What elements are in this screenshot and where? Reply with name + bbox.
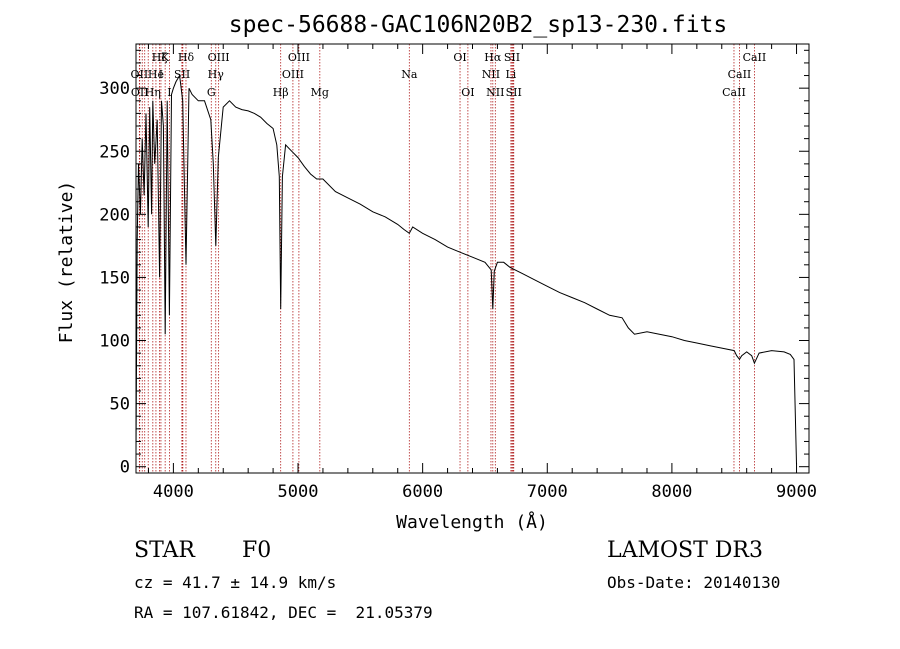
marker-label-27: SII [506, 86, 522, 99]
marker-label-28: CaII [722, 86, 746, 99]
marker-label-16: NII [482, 68, 500, 81]
coordinates: RA = 107.61842, DEC = 21.05379 [134, 603, 433, 622]
marker-label-10: He [148, 68, 164, 81]
x-tick-label: 6000 [402, 482, 443, 502]
x-tick-label: 7000 [527, 482, 568, 502]
marker-label-12: SII [174, 68, 190, 81]
y-tick-label: 100 [99, 332, 130, 352]
marker-label-15: Na [401, 68, 418, 81]
x-axis-label: Wavelength (Å) [396, 511, 548, 533]
observation-date: Obs-Date: 20140130 [607, 573, 781, 592]
x-axis-ticks: 4000 5000 6000 7000 8000 9000 [147, 44, 817, 502]
marker-label-11: I [159, 68, 163, 81]
y-axis-ticks: 0 50 100 150 200 250 300 [99, 49, 809, 478]
x-tick-label: 9000 [776, 482, 817, 502]
marker-label-23: Hβ [273, 86, 289, 99]
x-tick-label: 5000 [278, 482, 319, 502]
marker-label-18: CaII [728, 68, 752, 81]
y-tick-label: 50 [110, 395, 130, 415]
redshift-cz: cz = 41.7 ± 14.9 km/s [134, 573, 337, 592]
y-tick-label: 300 [99, 79, 130, 99]
plot-frame [135, 43, 810, 474]
y-tick-label: 150 [99, 268, 130, 288]
spectrum-line [135, 73, 797, 465]
y-tick-label: 200 [99, 205, 130, 225]
y-axis-label: Flux (relative) [56, 181, 77, 344]
marker-label-25: OI [461, 86, 474, 99]
marker-label-4: OIII [288, 51, 310, 64]
marker-label-26: NII [486, 86, 504, 99]
emission-line-markers [138, 44, 755, 473]
chart-title: spec-56688-GAC106N20B2_sp13-230.fits [229, 12, 728, 38]
marker-label-13: Hγ [208, 68, 225, 81]
y-tick-label: 0 [120, 458, 130, 478]
marker-label-9: OII [131, 68, 149, 81]
marker-label-8: CaII [743, 51, 767, 64]
marker-label-22: G [207, 86, 216, 99]
marker-label-24: Mg [311, 86, 329, 99]
marker-label-2: Hδ [178, 51, 195, 64]
marker-label-17: Li [505, 68, 516, 81]
x-tick-label: 4000 [153, 482, 194, 502]
x-tick-label: 8000 [651, 482, 692, 502]
marker-label-5: OI [453, 51, 466, 64]
y-tick-label: 250 [99, 142, 130, 162]
marker-label-14: OIII [282, 68, 304, 81]
object-subclass: F0 [242, 538, 272, 563]
marker-label-3: OIII [208, 51, 230, 64]
marker-label-6: Hα [484, 51, 502, 64]
survey-name: LAMOST DR3 [607, 538, 763, 563]
marker-label-0: Hζ [152, 51, 168, 64]
marker-label-20: Hη [145, 86, 161, 99]
object-class: STAR [134, 538, 195, 563]
marker-label-7: SII [504, 51, 520, 64]
marker-label-19: OII [131, 86, 149, 99]
marker-label-21: I [167, 86, 171, 99]
marker-label-1: K [161, 51, 170, 64]
